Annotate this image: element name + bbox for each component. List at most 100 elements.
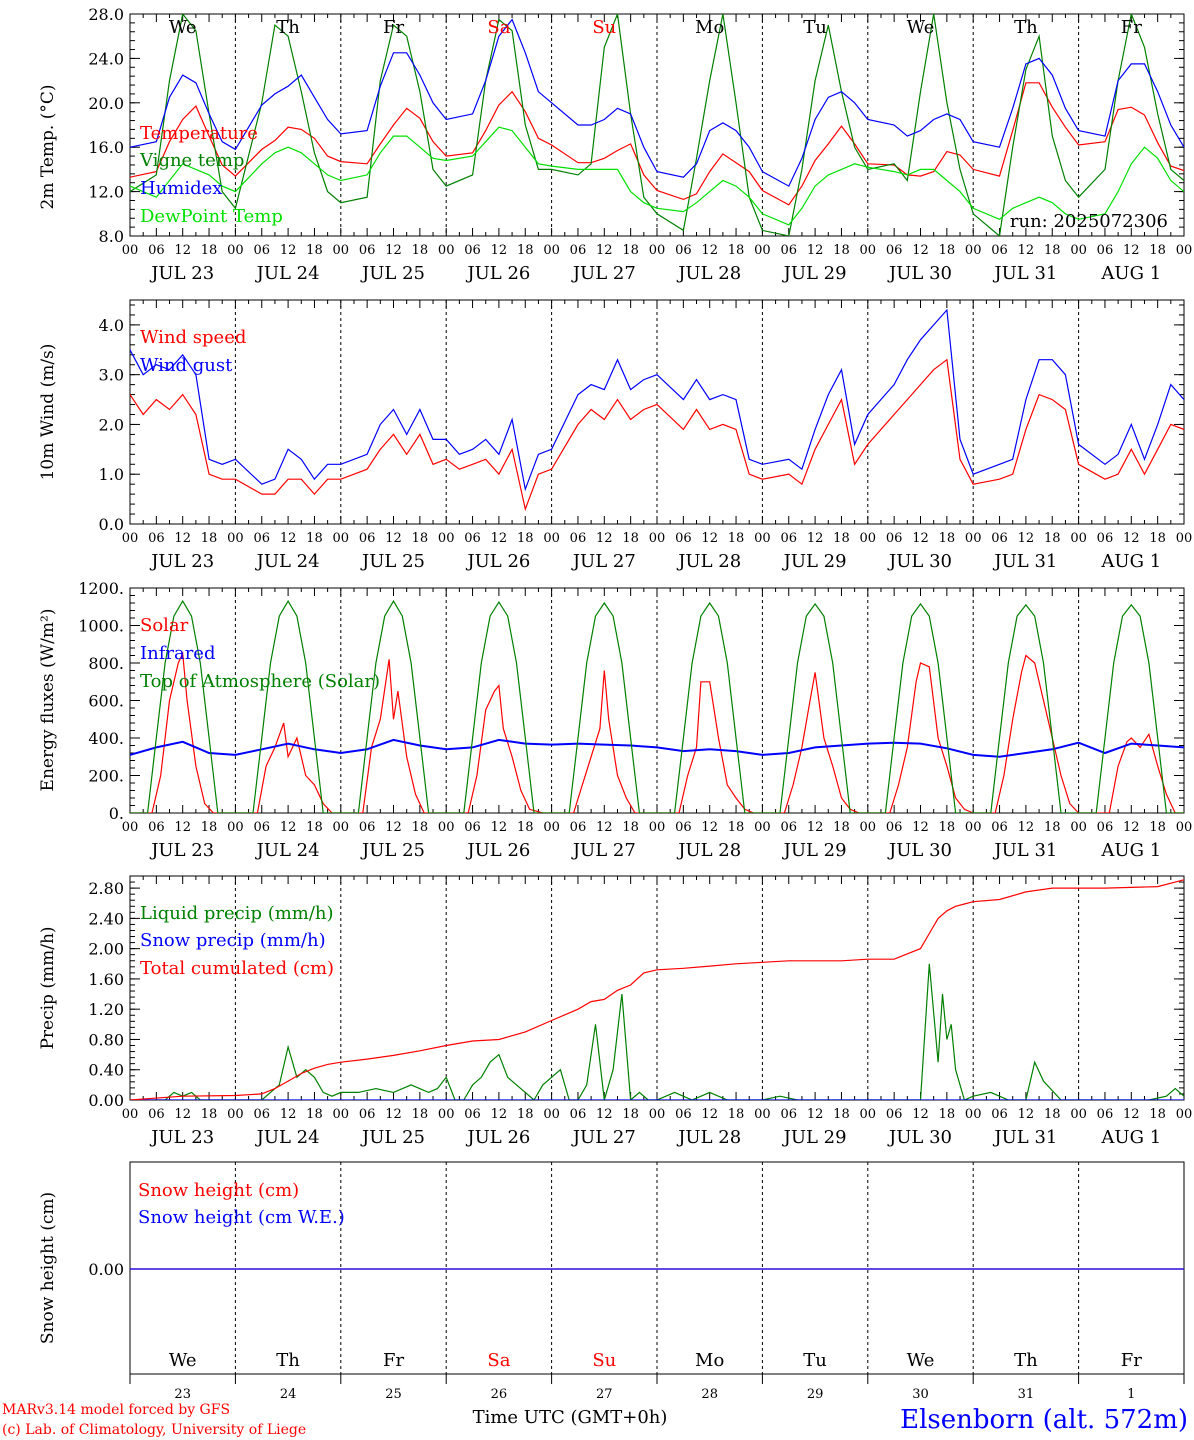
hour-tick-label: 00 [860,531,877,546]
day-name: Th [276,1350,300,1371]
day-number-label: 31 [1018,1387,1035,1402]
hour-tick-label: 06 [464,1107,481,1122]
hour-tick-label: 12 [701,820,718,835]
hour-tick-label: 06 [991,1107,1008,1122]
hour-tick-label: 18 [1149,531,1166,546]
series-group [130,879,1184,1100]
hour-tick-label: 00 [227,820,244,835]
hour-tick-label: 12 [701,243,718,258]
hour-tick-label: 06 [675,1107,692,1122]
hour-tick-label: 12 [596,820,613,835]
series-line-temperature [130,82,1184,206]
hour-tick-label: 12 [1018,531,1035,546]
hour-tick-label: 06 [886,820,903,835]
day-name: Mo [695,1350,724,1371]
hour-tick-label: 18 [306,531,323,546]
hour-tick-label: 00 [543,531,560,546]
hour-tick-label: 18 [201,531,218,546]
hour-tick-label: 00 [543,1107,560,1122]
y-tick-label: 3.0 [99,366,124,385]
legend-entry: Snow height (cm W.E.) [138,1207,345,1228]
legend-entry: Snow height (cm) [138,1180,299,1201]
hour-tick-label: 18 [939,531,956,546]
hour-tick-label: 12 [701,1107,718,1122]
date-label: JUL 25 [360,551,425,572]
day-name: Fr [383,17,404,38]
hour-tick-label: 18 [201,820,218,835]
hour-tick-label: 06 [253,820,270,835]
hour-tick-label: 12 [912,820,929,835]
date-label: JUL 27 [571,263,636,284]
day-name: Su [592,17,616,38]
legend-entry: Temperature [140,123,258,144]
hour-tick-label: 06 [675,243,692,258]
hour-tick-label: 06 [780,531,797,546]
hour-tick-label: 18 [412,243,429,258]
day-number-label: 23 [174,1387,191,1402]
hour-tick-label: 00 [438,1107,455,1122]
hour-tick-label: 12 [491,1107,508,1122]
hour-tick-label: 00 [754,1107,771,1122]
hour-tick-label: 18 [833,820,850,835]
legend-entry: Wind gust [140,355,233,376]
hour-tick-label: 00 [227,531,244,546]
hour-tick-label: 18 [306,820,323,835]
hour-tick-label: 00 [227,243,244,258]
hour-tick-label: 18 [1044,1107,1061,1122]
date-label: JUL 31 [992,840,1057,861]
hour-tick-label: 00 [965,531,982,546]
day-name: Sa [487,17,510,38]
hour-tick-label: 06 [991,243,1008,258]
hour-tick-label: 00 [333,1107,350,1122]
hour-tick-label: 00 [1176,243,1193,258]
panel-1: 4.0 3.0 2.0 1.0 0.0 10m Wind (m/s) Wind speed W… [38,299,1192,572]
hour-tick-label: 06 [148,243,165,258]
hour-tick-label: 12 [491,243,508,258]
hour-tick-label: 06 [886,531,903,546]
hour-tick-label: 18 [833,1107,850,1122]
day-name: We [169,17,197,38]
date-label: JUL 28 [676,1127,741,1148]
series-group [130,308,1184,512]
hour-tick-label: 12 [280,243,297,258]
date-label: JUL 24 [255,263,320,284]
hour-tick-label: 06 [253,1107,270,1122]
hour-tick-label: 00 [860,1107,877,1122]
hour-tick-label: 06 [464,820,481,835]
legend-entry: Vigne temp [139,150,244,171]
date-label: JUL 25 [360,263,425,284]
date-label: JUL 31 [992,263,1057,284]
hour-tick-label: 12 [385,243,402,258]
hour-tick-label: 06 [780,243,797,258]
date-label: JUL 26 [465,551,530,572]
hour-tick-label: 06 [359,1107,376,1122]
date-label: JUL 26 [465,840,530,861]
hour-tick-label: 00 [754,820,771,835]
run-annotation: run: 2025072306 [1010,211,1168,232]
hour-tick-label: 00 [543,820,560,835]
hour-tick-label: 06 [1097,531,1114,546]
y-axis-label: Energy fluxes (W/m²) [38,609,58,792]
hour-tick-label: 12 [385,1107,402,1122]
hour-tick-label: 18 [728,1107,745,1122]
hour-tick-label: 12 [280,531,297,546]
hour-tick-label: 12 [385,531,402,546]
hour-tick-label: 00 [649,243,666,258]
hour-tick-label: 06 [464,531,481,546]
date-label: AUG 1 [1100,1127,1161,1148]
hour-tick-label: 06 [675,820,692,835]
y-tick-label: 1000. [78,617,124,636]
legend-entry: Humidex [140,178,222,199]
hour-tick-label: 06 [675,531,692,546]
hour-tick-label: 00 [333,820,350,835]
date-label: JUL 31 [992,551,1057,572]
date-label: AUG 1 [1100,551,1161,572]
hour-tick-label: 12 [807,531,824,546]
hour-tick-label: 00 [122,820,139,835]
hour-tick-label: 18 [412,1107,429,1122]
hour-tick-label: 00 [1070,820,1087,835]
hour-tick-label: 18 [728,531,745,546]
y-tick-label: 2.80 [88,879,124,898]
series-line-dewpoint-temp [130,126,1184,226]
date-label: JUL 30 [887,263,952,284]
